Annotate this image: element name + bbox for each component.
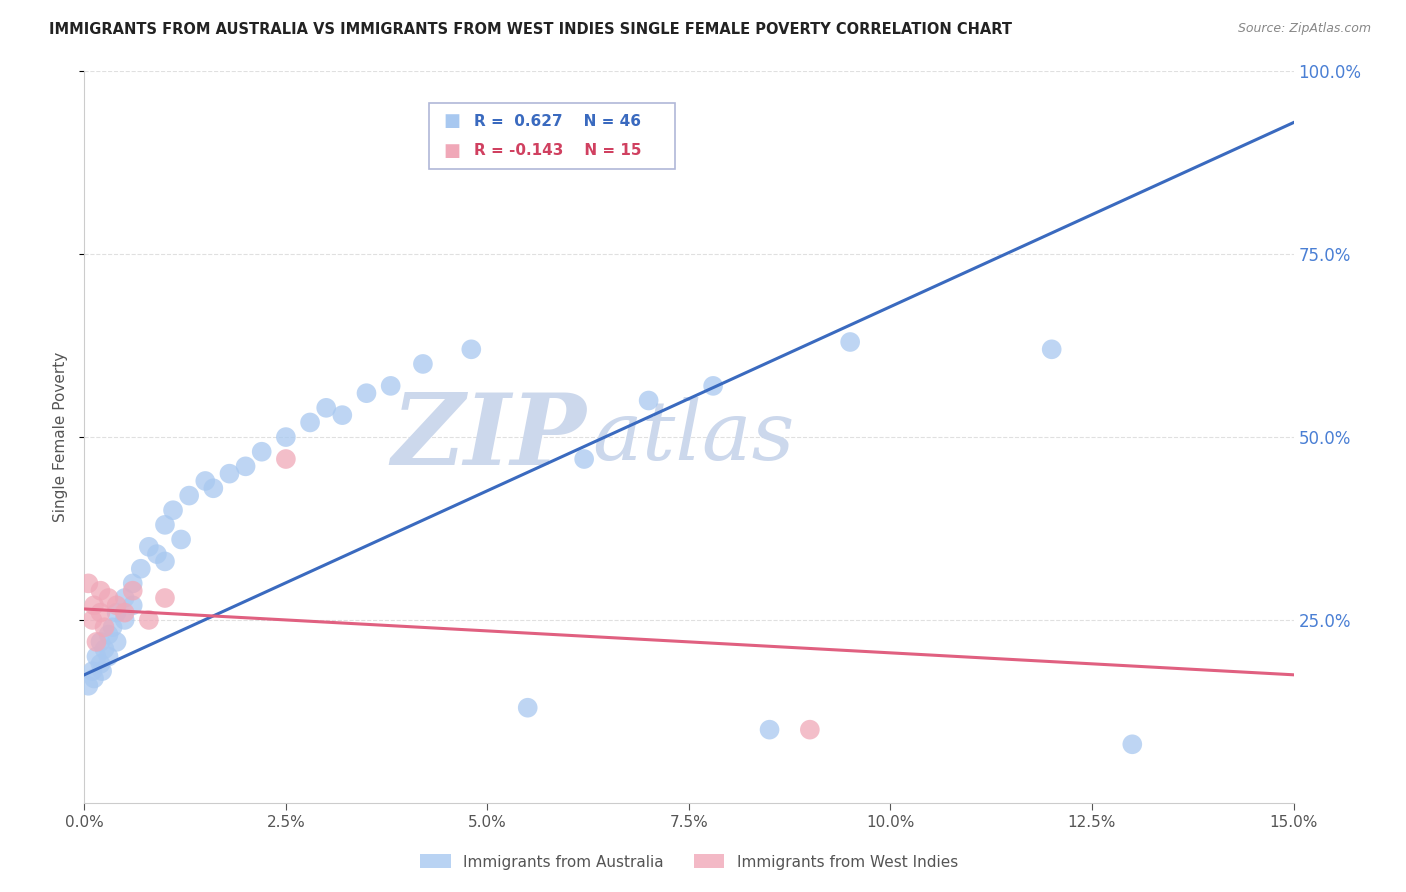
Point bbox=[460, 343, 482, 357]
Point bbox=[97, 627, 120, 641]
Text: ZIP: ZIP bbox=[391, 389, 586, 485]
Text: Source: ZipAtlas.com: Source: ZipAtlas.com bbox=[1237, 22, 1371, 36]
Point bbox=[93, 642, 115, 657]
Text: R =  0.627    N = 46: R = 0.627 N = 46 bbox=[474, 114, 641, 128]
Text: IMMIGRANTS FROM AUSTRALIA VS IMMIGRANTS FROM WEST INDIES SINGLE FEMALE POVERTY C: IMMIGRANTS FROM AUSTRALIA VS IMMIGRANTS … bbox=[49, 22, 1012, 37]
Point bbox=[146, 547, 169, 561]
Point bbox=[274, 452, 297, 467]
Point bbox=[86, 649, 108, 664]
Point bbox=[380, 379, 402, 393]
Point bbox=[89, 635, 111, 649]
Point bbox=[299, 416, 322, 430]
Point bbox=[702, 379, 724, 393]
Point bbox=[179, 489, 201, 503]
Point bbox=[83, 599, 105, 613]
Point bbox=[129, 562, 152, 576]
Point bbox=[1040, 343, 1063, 357]
Y-axis label: Single Female Poverty: Single Female Poverty bbox=[53, 352, 69, 522]
Point bbox=[91, 664, 114, 678]
Point bbox=[572, 452, 595, 467]
Point bbox=[89, 583, 111, 598]
Point bbox=[194, 474, 217, 488]
Point bbox=[97, 649, 120, 664]
Point bbox=[86, 635, 108, 649]
Text: atlas: atlas bbox=[592, 397, 794, 477]
Point bbox=[235, 459, 257, 474]
Point bbox=[93, 620, 115, 634]
Point bbox=[356, 386, 378, 401]
Point bbox=[839, 334, 862, 349]
Point bbox=[89, 657, 111, 671]
Point bbox=[202, 481, 225, 495]
Point bbox=[89, 606, 111, 620]
Point bbox=[170, 533, 193, 547]
Point bbox=[153, 591, 176, 605]
Point bbox=[758, 723, 780, 737]
Point bbox=[77, 576, 100, 591]
Point bbox=[83, 672, 105, 686]
Point bbox=[250, 444, 273, 458]
Point bbox=[315, 401, 337, 415]
Point bbox=[97, 591, 120, 605]
Point bbox=[114, 591, 136, 605]
Point bbox=[114, 606, 136, 620]
Point bbox=[799, 723, 821, 737]
Legend: Immigrants from Australia, Immigrants from West Indies: Immigrants from Australia, Immigrants fr… bbox=[413, 848, 965, 876]
Point bbox=[138, 540, 160, 554]
Point bbox=[121, 599, 143, 613]
Point bbox=[162, 503, 184, 517]
Point bbox=[121, 583, 143, 598]
Point bbox=[77, 679, 100, 693]
Point bbox=[121, 576, 143, 591]
Point bbox=[105, 635, 128, 649]
Point bbox=[516, 700, 538, 714]
Point bbox=[82, 664, 104, 678]
Point bbox=[153, 554, 176, 568]
Text: ■: ■ bbox=[443, 112, 460, 130]
Text: R = -0.143    N = 15: R = -0.143 N = 15 bbox=[474, 144, 641, 158]
Point bbox=[114, 613, 136, 627]
Point bbox=[274, 430, 297, 444]
Point bbox=[105, 599, 128, 613]
Point bbox=[153, 517, 176, 532]
Point bbox=[330, 408, 353, 422]
Point bbox=[1121, 737, 1143, 751]
Point bbox=[218, 467, 240, 481]
Point bbox=[105, 606, 128, 620]
Point bbox=[138, 613, 160, 627]
Text: ■: ■ bbox=[443, 142, 460, 160]
Point bbox=[412, 357, 434, 371]
Point bbox=[82, 613, 104, 627]
Point bbox=[101, 620, 124, 634]
Point bbox=[637, 393, 659, 408]
